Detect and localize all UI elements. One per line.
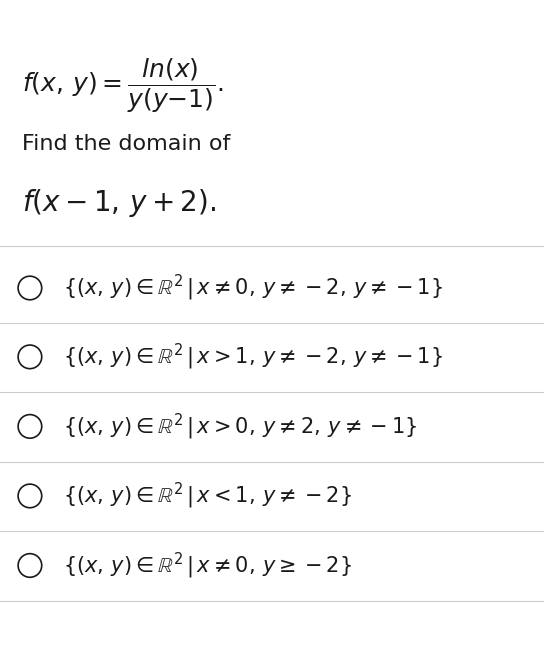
Text: $\{(x,\, y) \in \mathbb{R}^2\,|\, x > 0,\, y \neq 2,\, y \neq -1\}$: $\{(x,\, y) \in \mathbb{R}^2\,|\, x > 0,… bbox=[63, 411, 417, 441]
Text: $f(x - 1,\, y + 2).$: $f(x - 1,\, y + 2).$ bbox=[22, 187, 216, 219]
Text: $\{(x,\, y) \in \mathbb{R}^2\,|\, x > 1,\, y \neq -2,\, y \neq -1\}$: $\{(x,\, y) \in \mathbb{R}^2\,|\, x > 1,… bbox=[63, 342, 442, 372]
Text: Find the domain of: Find the domain of bbox=[22, 134, 230, 154]
Text: $f(x,\, y) = \dfrac{\mathit{ln}(x)}{y(y{-}1)}.$: $f(x,\, y) = \dfrac{\mathit{ln}(x)}{y(y{… bbox=[22, 56, 224, 115]
Text: $\{(x,\, y) \in \mathbb{R}^2\,|\, x \neq 0,\, y \neq -2,\, y \neq -1\}$: $\{(x,\, y) \in \mathbb{R}^2\,|\, x \neq… bbox=[63, 273, 442, 303]
Text: $\{(x,\, y) \in \mathbb{R}^2\,|\, x \neq 0,\, y \geq -2\}$: $\{(x,\, y) \in \mathbb{R}^2\,|\, x \neq… bbox=[63, 550, 351, 581]
Text: $\{(x,\, y) \in \mathbb{R}^2\,|\, x < 1,\, y \neq -2\}$: $\{(x,\, y) \in \mathbb{R}^2\,|\, x < 1,… bbox=[63, 481, 351, 511]
